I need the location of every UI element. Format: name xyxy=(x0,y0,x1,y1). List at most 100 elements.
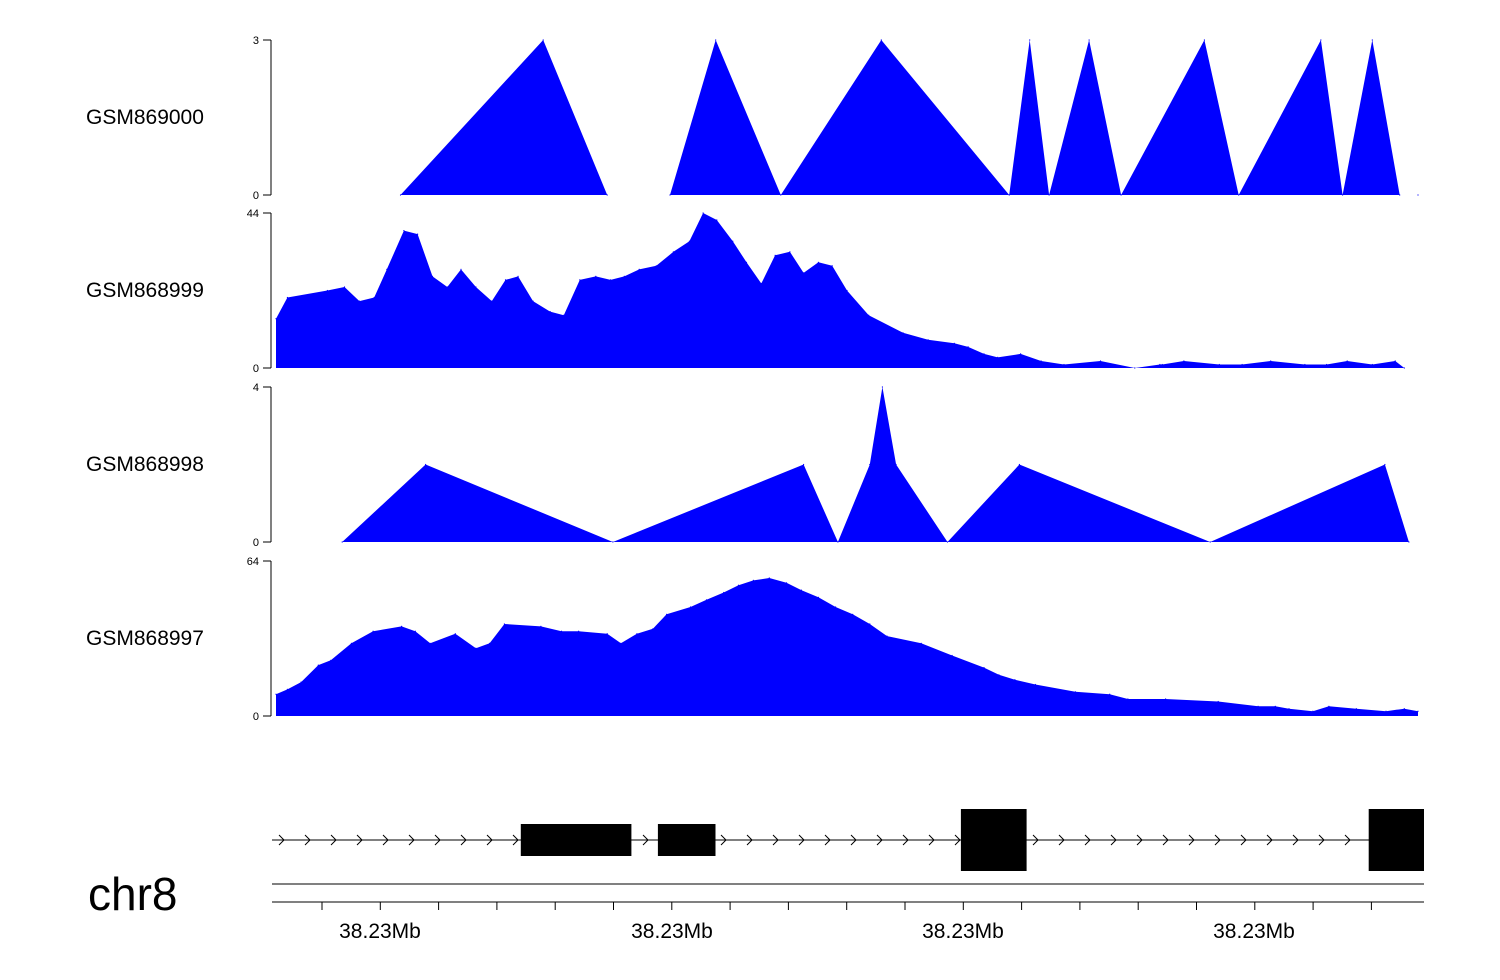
y-tick-label-max: 44 xyxy=(247,208,259,220)
y-tick-label-max: 64 xyxy=(247,556,259,568)
data-point xyxy=(275,693,277,695)
data-point xyxy=(401,625,403,628)
data-point xyxy=(1008,194,1010,196)
data-point xyxy=(967,346,969,348)
data-point xyxy=(620,642,622,644)
data-point xyxy=(330,659,332,661)
data-point xyxy=(1342,194,1344,196)
data-point xyxy=(1120,194,1122,196)
area-series xyxy=(276,213,1405,368)
strand-arrow xyxy=(408,834,415,846)
strand-arrow xyxy=(720,834,727,846)
data-point xyxy=(1288,708,1290,710)
data-point xyxy=(1159,363,1161,366)
data-point xyxy=(880,39,882,41)
strand-arrow xyxy=(1136,834,1143,846)
exon-utr xyxy=(520,824,632,856)
data-point xyxy=(549,311,551,313)
data-point xyxy=(789,251,791,253)
strand-arrow xyxy=(330,834,337,846)
data-point xyxy=(1165,698,1167,700)
data-point xyxy=(846,289,848,292)
data-point xyxy=(326,289,328,292)
data-point xyxy=(373,296,375,299)
data-point xyxy=(869,463,871,466)
data-point xyxy=(800,589,802,591)
strand-arrow xyxy=(512,834,519,846)
track-gsm868999: 44 0 GSM868999 xyxy=(86,208,1405,375)
strand-arrow xyxy=(902,834,909,846)
data-point xyxy=(1018,463,1021,466)
data-point xyxy=(785,582,788,584)
data-point xyxy=(702,212,704,214)
data-point xyxy=(343,286,346,288)
data-point xyxy=(1385,710,1387,712)
data-point xyxy=(563,314,565,316)
data-point xyxy=(610,279,612,281)
data-point xyxy=(852,613,854,615)
data-point xyxy=(953,342,955,344)
data-point xyxy=(737,584,740,586)
data-point xyxy=(454,633,456,635)
data-point xyxy=(1029,39,1031,41)
data-point xyxy=(1417,710,1419,712)
data-point xyxy=(868,314,870,316)
data-point xyxy=(1355,708,1357,710)
area-series xyxy=(400,40,1418,195)
data-point xyxy=(606,194,608,196)
data-point xyxy=(927,339,929,341)
data-point xyxy=(372,630,374,632)
data-point xyxy=(414,630,416,632)
data-point xyxy=(1034,683,1036,686)
data-point xyxy=(895,463,897,466)
track-name-label: GSM868997 xyxy=(86,627,204,650)
data-point xyxy=(504,279,507,281)
data-point xyxy=(638,268,640,270)
data-point xyxy=(1020,353,1022,355)
data-point xyxy=(1274,705,1276,707)
data-point xyxy=(997,356,999,358)
data-point xyxy=(1217,700,1219,703)
data-point xyxy=(998,674,1000,676)
strand-arrow xyxy=(1292,834,1299,846)
data-point xyxy=(869,623,871,625)
data-point xyxy=(716,219,718,221)
data-point xyxy=(983,353,985,355)
strand-arrow xyxy=(876,834,883,846)
data-point xyxy=(983,667,985,669)
data-point xyxy=(774,254,776,256)
data-point xyxy=(732,240,734,242)
data-point xyxy=(1109,693,1111,695)
data-point xyxy=(745,261,748,263)
data-point xyxy=(475,286,477,288)
data-point xyxy=(286,688,288,691)
data-point xyxy=(1399,194,1401,196)
strand-arrow xyxy=(304,834,311,846)
data-point xyxy=(1417,194,1419,196)
strand-arrow xyxy=(1058,834,1065,846)
strand-arrow xyxy=(1032,834,1039,846)
data-point xyxy=(489,642,491,644)
track-gsm869000: 3 0 GSM869000 xyxy=(86,35,1419,202)
strand-arrow xyxy=(1240,834,1247,846)
data-point xyxy=(1161,363,1163,366)
data-point xyxy=(403,230,405,232)
data-point xyxy=(902,332,904,334)
data-point xyxy=(652,628,654,630)
data-point xyxy=(1371,39,1373,41)
data-point xyxy=(886,635,888,637)
data-point xyxy=(1346,360,1348,362)
data-point xyxy=(672,251,675,253)
exon-coding xyxy=(1368,809,1424,871)
area-series xyxy=(276,578,1418,716)
data-point xyxy=(579,279,581,281)
x-tick-label: 38.23Mb xyxy=(1213,920,1295,943)
data-point xyxy=(578,630,580,632)
data-point xyxy=(1218,363,1220,366)
data-point xyxy=(951,654,953,657)
y-tick-label-min: 0 xyxy=(253,363,259,375)
data-point xyxy=(1074,691,1076,693)
data-point xyxy=(300,681,302,683)
data-point xyxy=(1403,367,1405,369)
